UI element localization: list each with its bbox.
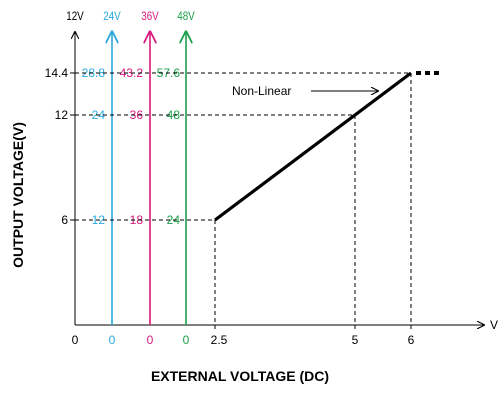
guide-lines xyxy=(75,72,412,325)
zero-tick-label: 0 xyxy=(72,333,79,347)
x-ticks: 2.5 5 6 xyxy=(211,325,415,347)
model-axis-label: 48V xyxy=(177,10,195,23)
continuation-dot xyxy=(416,71,421,75)
zero-tick-label: 0 xyxy=(183,333,190,347)
y-tick-label: 6 xyxy=(61,213,68,227)
x-tick-label: 6 xyxy=(408,333,415,347)
zero-tick-label: 0 xyxy=(109,333,116,347)
model-axes: 12V061214.424V0122428.836V0183643.248V02… xyxy=(45,10,196,347)
series-line xyxy=(214,71,412,222)
y-tick-label: 14.4 xyxy=(45,66,69,80)
non-linear-annotation: Non-Linear xyxy=(232,84,291,98)
x-axis-unit: V xyxy=(490,318,498,332)
x-tick-label: 2.5 xyxy=(211,333,228,347)
y-tick-label: 12 xyxy=(55,108,69,122)
continuation-dot xyxy=(425,71,430,75)
x-tick-label: 5 xyxy=(352,333,359,347)
model-axis-label: 12V xyxy=(66,10,84,23)
continuation-dot xyxy=(434,71,439,75)
zero-tick-label: 0 xyxy=(147,333,154,347)
model-axis-label: 24V xyxy=(103,10,121,23)
series-group xyxy=(214,71,439,222)
x-axis-label: EXTERNAL VOLTAGE (DC) xyxy=(151,368,329,384)
model-axis-label: 36V xyxy=(141,10,159,23)
y-tick-label: 18 xyxy=(130,213,144,227)
y-tick-label: 28.8 xyxy=(82,66,106,80)
y-axis-label: OUTPUT VOLTAGE(V) xyxy=(10,122,26,268)
y-tick-label: 36 xyxy=(130,108,144,122)
